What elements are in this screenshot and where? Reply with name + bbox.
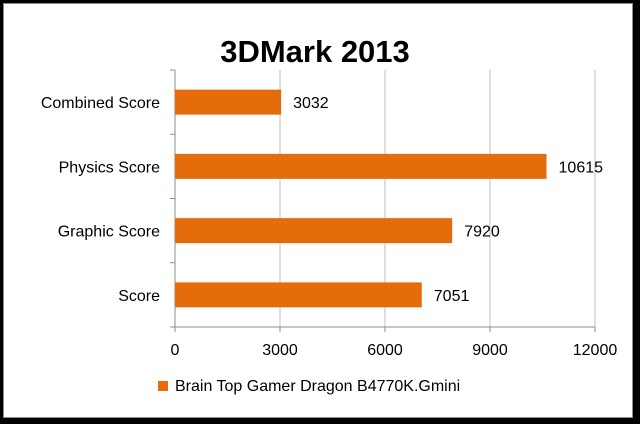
data-label: 10615 (559, 159, 604, 176)
category-label: Score (118, 288, 160, 305)
labels: 0 3000 6000 9000 12000 Combined Score 3032 Phys… (41, 95, 618, 359)
x-tick-label: 3000 (262, 342, 298, 359)
category-label: Physics Score (59, 159, 160, 176)
x-tick-label: 6000 (367, 342, 403, 359)
bar-graphic-score (175, 218, 453, 244)
chart-title: 3DMark 2013 (220, 34, 410, 69)
bar-combined-score (175, 89, 282, 115)
x-tick-label: 9000 (472, 342, 508, 359)
data-label: 7051 (434, 288, 470, 305)
bar-physics-score (175, 153, 547, 179)
legend-label: Brain Top Gamer Dragon B4770K.Gmini (175, 378, 460, 395)
data-label: 7920 (464, 224, 500, 241)
legend: Brain Top Gamer Dragon B4770K.Gmini (158, 378, 460, 395)
chart-canvas: 3DMark 2013 0 3000 6000 9000 12000 Combined S… (41, 34, 618, 395)
category-label: Combined Score (41, 95, 160, 112)
x-tick-label: 12000 (573, 342, 618, 359)
chart-frame: 3DMark 2013 0 3000 6000 9000 12000 Combined S… (3, 3, 633, 418)
category-label: Graphic Score (58, 224, 160, 241)
bars (175, 89, 547, 308)
data-label: 3032 (293, 95, 329, 112)
bar-score (175, 282, 422, 308)
x-tick-label: 0 (171, 342, 180, 359)
legend-swatch (158, 381, 168, 391)
